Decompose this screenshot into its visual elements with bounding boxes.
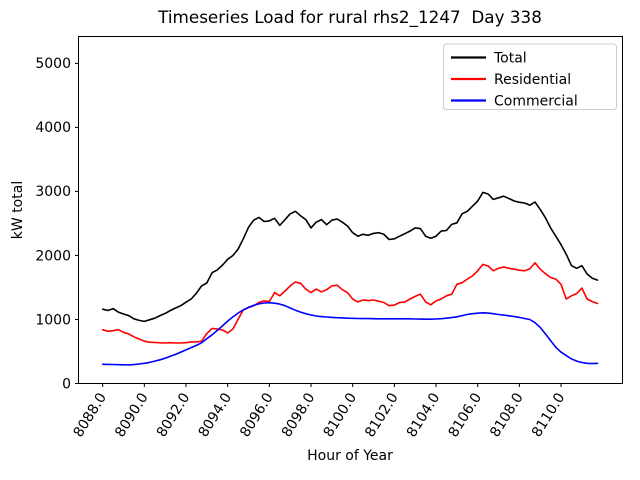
legend-label-residential: Residential xyxy=(494,72,571,88)
x-tick-label: 8102.0 xyxy=(362,390,402,440)
x-tick-label: 8106.0 xyxy=(446,390,486,440)
legend-entry-commercial: Commercial xyxy=(451,94,578,110)
legend-label-commercial: Commercial xyxy=(494,94,578,110)
legend-entry-residential: Residential xyxy=(451,72,571,88)
y-tick-label: 4000 xyxy=(35,120,71,136)
x-tick-label: 8090.0 xyxy=(112,390,152,440)
x-axis-label: Hour of Year xyxy=(307,448,393,464)
y-tick-label: 5000 xyxy=(35,56,71,72)
series-line-commercial xyxy=(101,301,599,366)
y-tick-label: 2000 xyxy=(35,248,71,264)
x-tick-label: 8108.0 xyxy=(487,390,527,440)
legend-label-total: Total xyxy=(493,51,527,67)
series-line-residential xyxy=(101,261,599,344)
x-tick-label: 8100.0 xyxy=(321,390,361,440)
x-tick-label: 8094.0 xyxy=(196,390,236,440)
chart-title: Timeseries Load for rural rhs2_1247 Day … xyxy=(157,7,542,28)
x-tick-label: 8096.0 xyxy=(237,390,277,440)
x-tick-label: 8092.0 xyxy=(154,390,194,440)
legend: Total Residential Commercial xyxy=(443,43,617,110)
y-tick-label: 0 xyxy=(62,376,71,392)
x-tick-label: 8110.0 xyxy=(529,390,569,440)
series-line-total xyxy=(101,191,599,323)
legend-entry-total: Total xyxy=(451,51,527,67)
y-tick-label: 1000 xyxy=(35,312,71,328)
x-tick-label: 8104.0 xyxy=(404,390,444,440)
x-tick-label: 8098.0 xyxy=(279,390,319,440)
y-axis-label: kW total xyxy=(10,181,26,239)
legend-box xyxy=(443,43,617,110)
y-tick-label: 3000 xyxy=(35,184,71,200)
x-tick-label: 8088.0 xyxy=(71,390,111,440)
